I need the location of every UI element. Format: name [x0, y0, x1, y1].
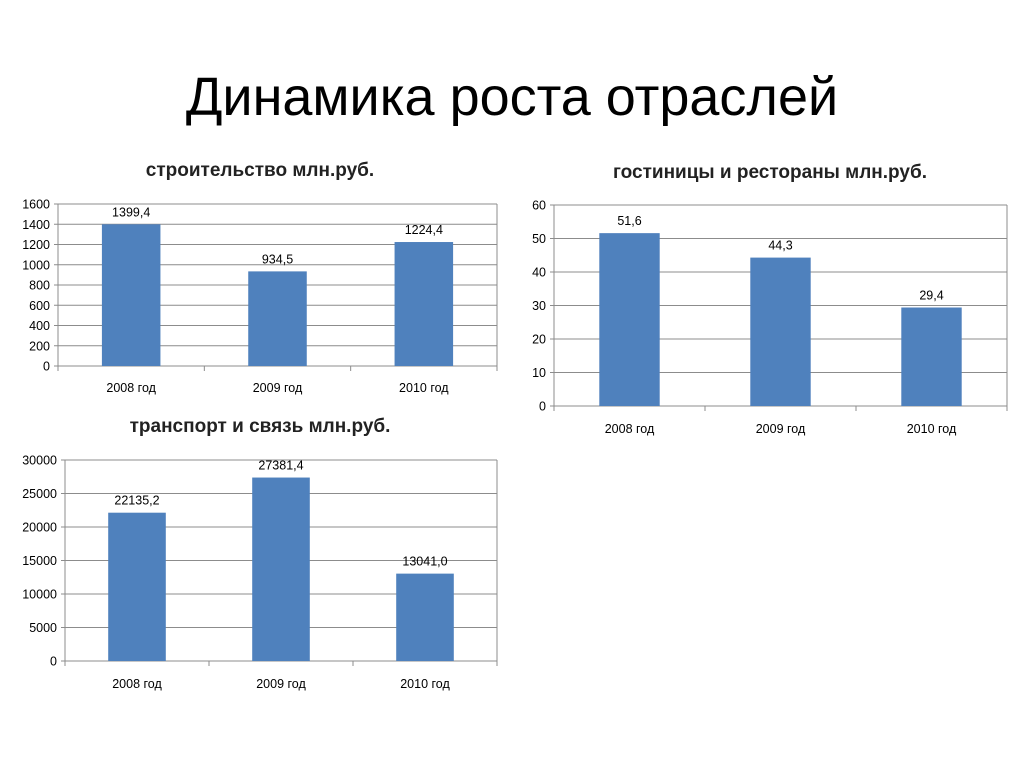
- y-tick-label: 0: [43, 360, 50, 374]
- y-tick-label: 10: [532, 366, 546, 380]
- data-label: 22135,2: [114, 494, 159, 508]
- y-tick-label: 200: [29, 339, 50, 353]
- y-tick-label: 25000: [22, 487, 57, 501]
- x-tick-label: 2008 год: [106, 381, 156, 395]
- y-tick-label: 40: [532, 266, 546, 280]
- y-tick-label: 20000: [22, 521, 57, 535]
- y-tick-label: 1000: [22, 258, 50, 272]
- y-tick-label: 1600: [22, 198, 50, 212]
- chart-title-construction: строительство млн.руб.: [145, 160, 375, 181]
- y-tick-label: 10000: [22, 588, 57, 602]
- data-label: 51,6: [617, 214, 641, 228]
- y-tick-label: 0: [539, 400, 546, 414]
- bar: [108, 512, 166, 661]
- x-tick-label: 2008 год: [605, 422, 655, 436]
- y-tick-label: 30: [532, 299, 546, 313]
- bar: [101, 224, 161, 366]
- y-tick-label: 400: [29, 319, 50, 333]
- slide-title: Динамика роста отраслей: [185, 67, 839, 127]
- data-label: 13041,0: [402, 555, 447, 569]
- bar: [599, 233, 660, 406]
- data-label: 934,5: [262, 252, 293, 266]
- bar: [750, 257, 811, 406]
- y-tick-label: 1400: [22, 218, 50, 232]
- data-label: 1399,4: [112, 205, 150, 219]
- data-label: 27381,4: [258, 459, 303, 473]
- y-tick-label: 600: [29, 299, 50, 313]
- x-tick-label: 2009 год: [253, 381, 303, 395]
- y-tick-label: 20: [532, 333, 546, 347]
- x-tick-label: 2010 год: [907, 422, 957, 436]
- y-tick-label: 800: [29, 279, 50, 293]
- data-label: 29,4: [919, 289, 943, 303]
- x-tick-label: 2008 год: [112, 677, 162, 691]
- x-tick-label: 2010 год: [400, 677, 450, 691]
- bar: [396, 573, 454, 661]
- chart-title-hotels: гостиницы и рестораны млн.руб.: [613, 162, 927, 183]
- y-tick-label: 1200: [22, 238, 50, 252]
- y-tick-label: 30000: [22, 454, 57, 468]
- data-label: 1224,4: [405, 223, 443, 237]
- x-tick-label: 2010 год: [399, 381, 449, 395]
- y-tick-label: 60: [532, 199, 546, 213]
- x-tick-label: 2009 год: [256, 677, 306, 691]
- chart-transport: 0 5000 10000 15000 20000 25000 30000 22135,2 200…: [22, 454, 498, 691]
- bar: [901, 307, 962, 406]
- bar: [252, 477, 310, 661]
- chart-construction: 0 200 400 600 800 1000 1200 1400 1600 1399,4 2008 …: [22, 198, 498, 395]
- chart-title-transport: транспорт и связь млн.руб.: [129, 416, 391, 437]
- y-tick-label: 15000: [22, 554, 57, 568]
- x-tick-label: 2009 год: [756, 422, 806, 436]
- chart-hotels: 0 10 20 30 40 50 60 51,6 2008 год 44,3 2009 год 29,…: [532, 199, 1008, 436]
- y-tick-label: 0: [50, 655, 57, 669]
- bar: [248, 271, 307, 366]
- y-tick-label: 50: [532, 232, 546, 246]
- data-label: 44,3: [768, 239, 792, 253]
- y-tick-label: 5000: [29, 621, 57, 635]
- bar: [394, 242, 454, 366]
